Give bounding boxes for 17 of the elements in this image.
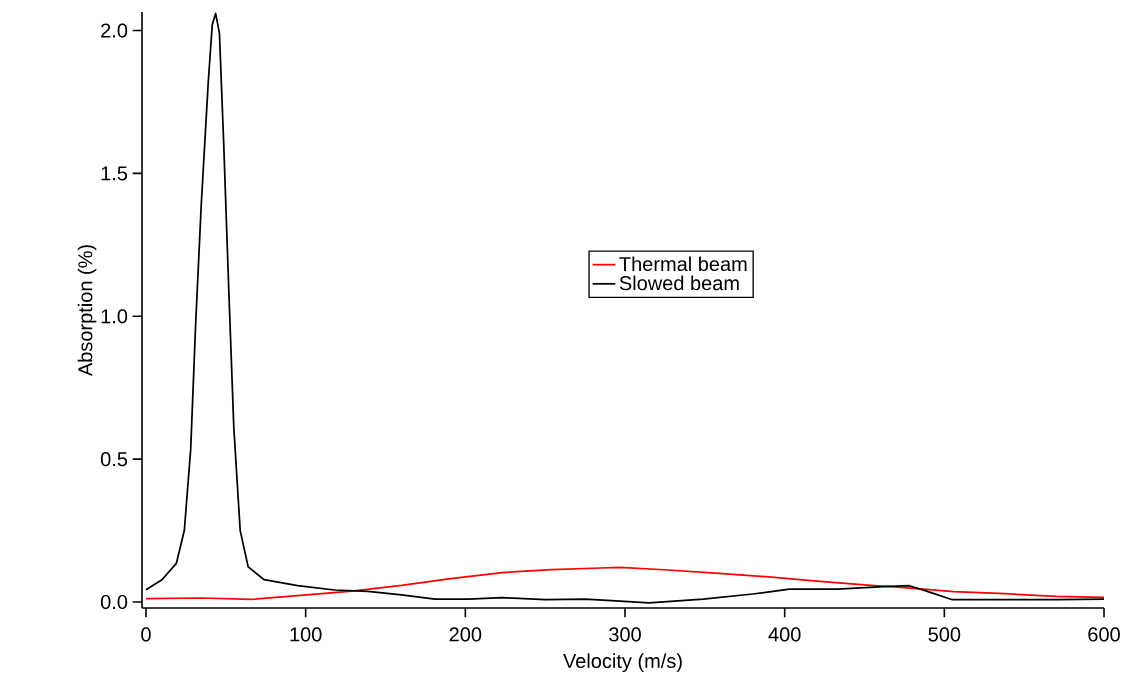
x-axis-title: Velocity (m/s) [563, 653, 682, 672]
line-series [145, 566, 1105, 601]
y-tick-label: 0.5 [100, 452, 128, 467]
y-tick-label: 1.0 [101, 309, 128, 324]
x-tick-label: 200 [449, 627, 482, 642]
x-tick-label: 0 [141, 627, 151, 642]
x-tick-label: 300 [609, 627, 641, 642]
y-tick-label: 1.5 [101, 166, 128, 181]
legend-label: Slowed beam [619, 275, 739, 291]
x-tick-label: 400 [768, 627, 801, 642]
y-tick-label: 2.0 [101, 23, 128, 38]
legend-label: Thermal beam [619, 256, 747, 272]
x-tick-label: 600 [1088, 627, 1120, 642]
x-tick-label: 500 [928, 627, 961, 642]
y-tick-label: 0.0 [100, 594, 128, 610]
y-axis-title: Absorption (%) [77, 245, 97, 377]
x-tick-label: 100 [290, 627, 322, 642]
